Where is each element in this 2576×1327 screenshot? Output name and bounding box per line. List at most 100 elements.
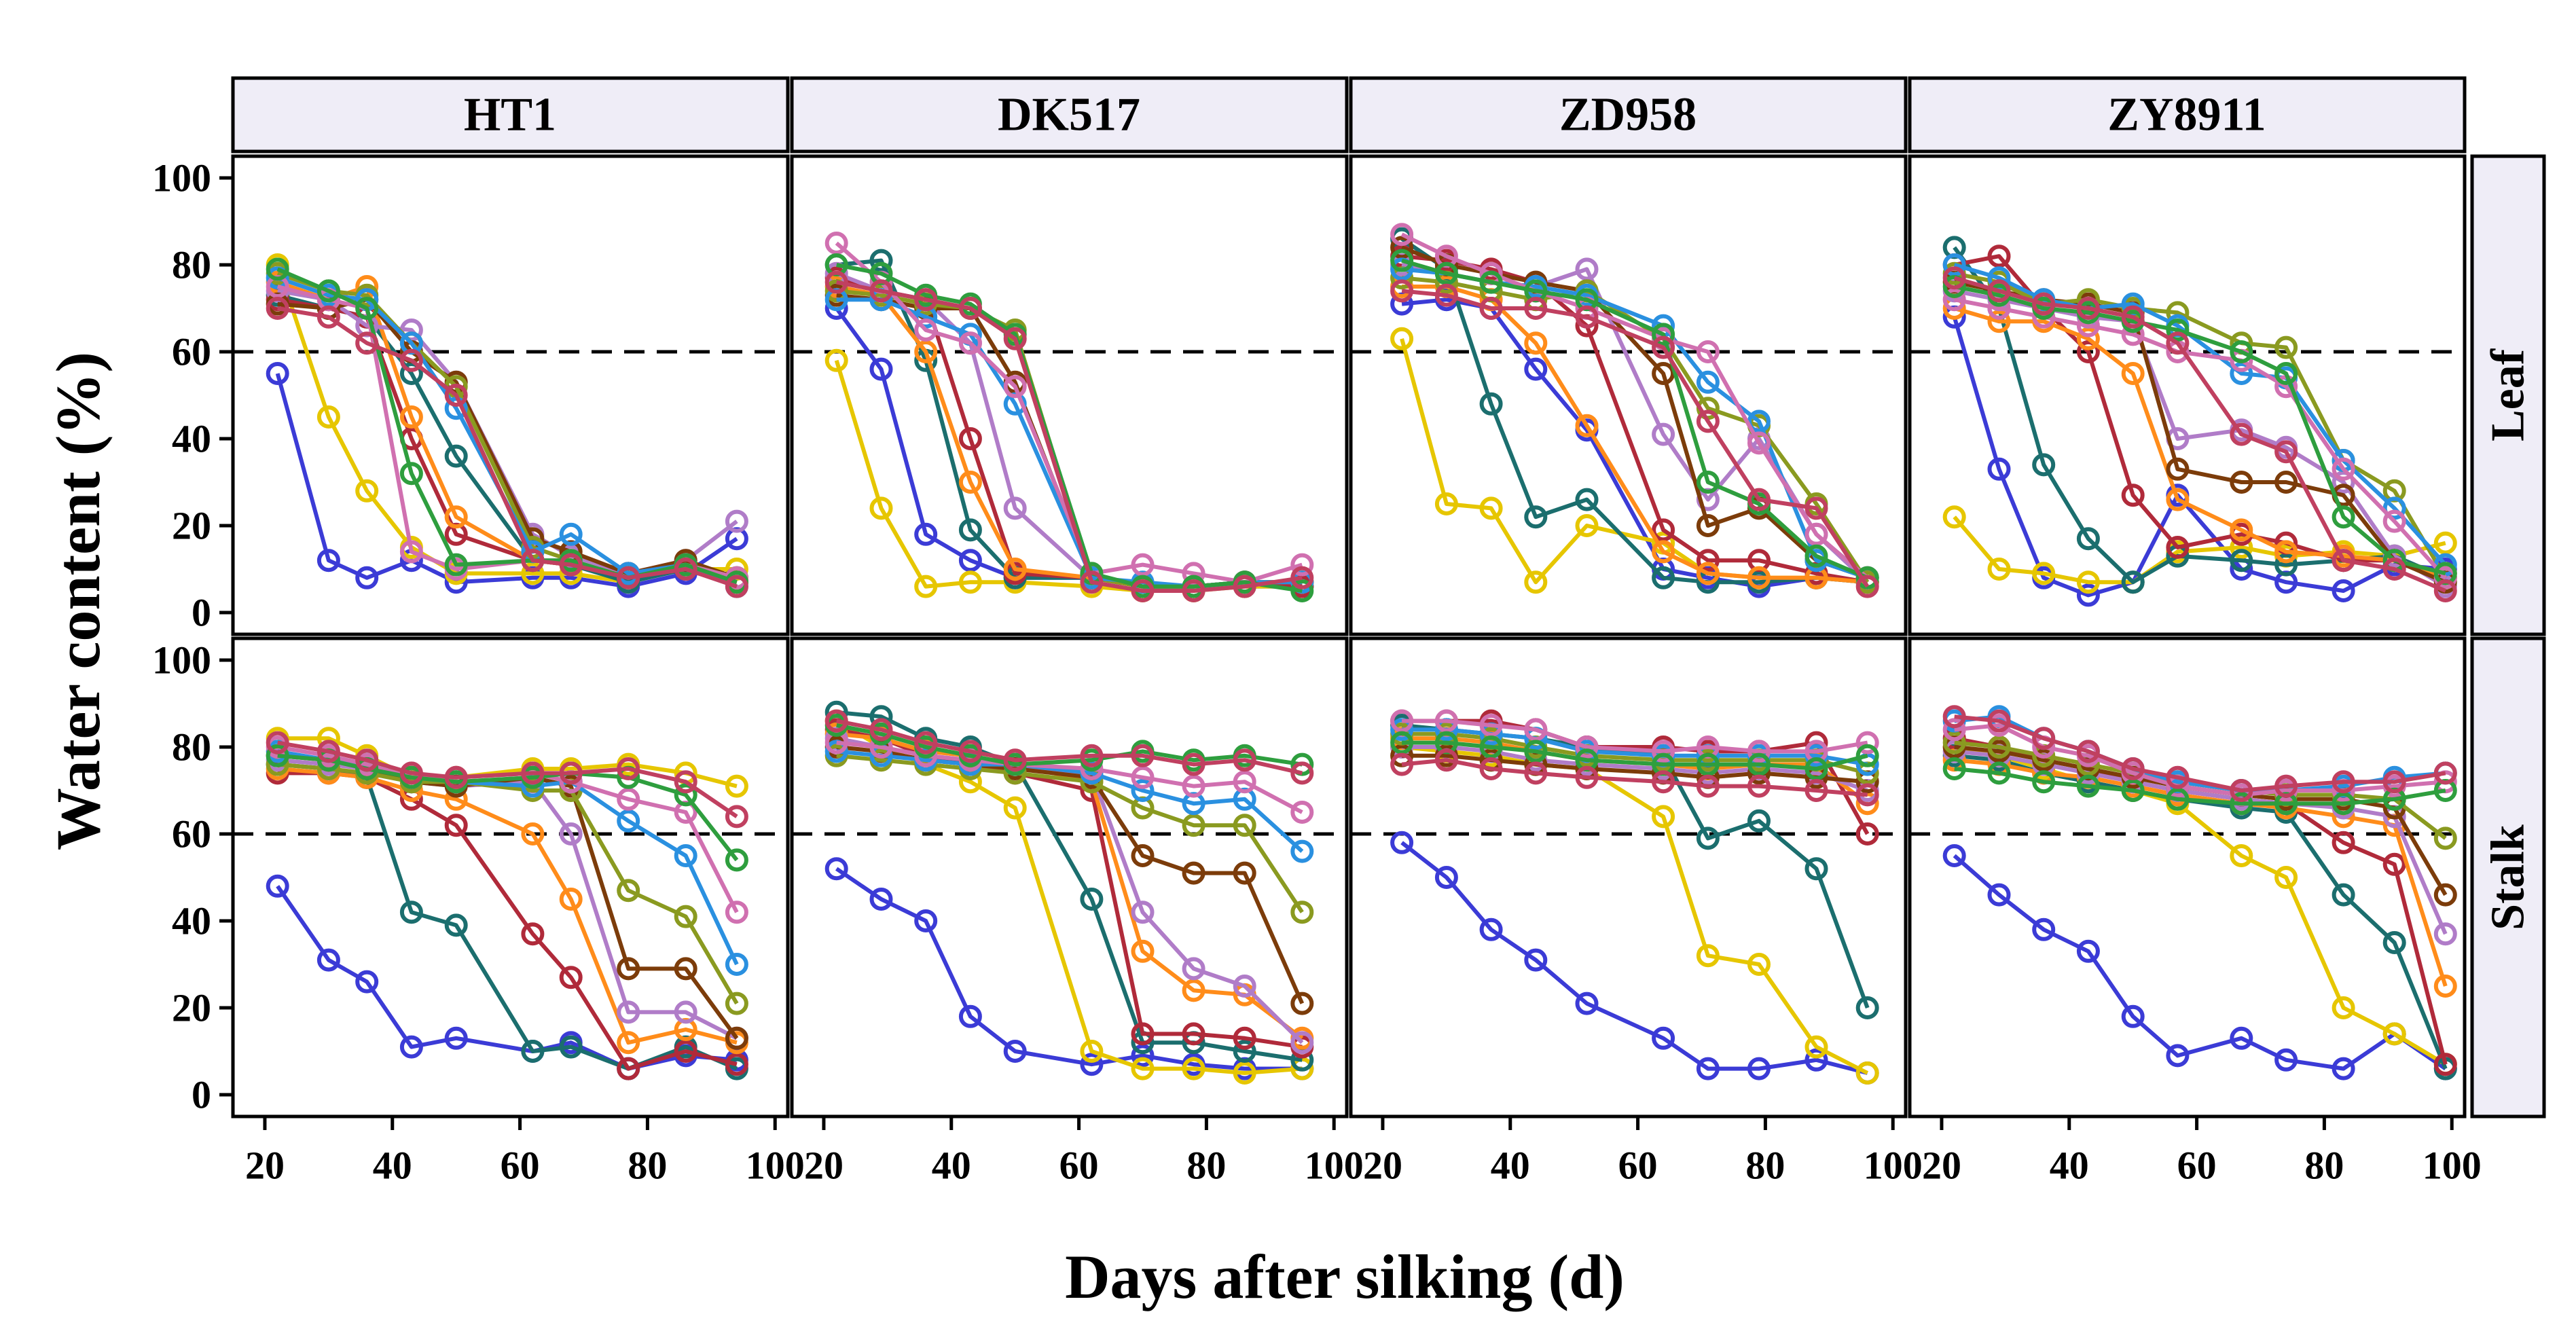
y-axis-title: Water content (%) xyxy=(43,352,113,850)
data-point xyxy=(958,427,982,450)
data-point xyxy=(1390,257,1414,281)
data-point xyxy=(914,909,938,932)
data-point xyxy=(1131,744,1155,767)
data-point xyxy=(1434,261,1458,285)
series-s10 xyxy=(824,731,1314,824)
data-point xyxy=(2382,558,2406,581)
data-point xyxy=(1182,957,1205,981)
x-tick-label: 100 xyxy=(1864,1144,1923,1188)
data-point xyxy=(1131,765,1155,789)
data-point xyxy=(1652,362,1675,385)
data-point xyxy=(1233,861,1256,885)
data-point xyxy=(1131,579,1155,602)
data-point xyxy=(399,362,423,385)
x-tick-label: 20 xyxy=(245,1144,285,1188)
data-point xyxy=(1855,996,1879,1019)
series-line xyxy=(277,762,738,1071)
data-point xyxy=(2166,787,2190,811)
data-point xyxy=(521,761,545,785)
x-tick-label: 20 xyxy=(1363,1144,1402,1188)
data-point xyxy=(1479,917,1503,941)
data-point xyxy=(2121,1004,2145,1028)
data-point xyxy=(725,509,748,533)
data-point xyxy=(1131,779,1155,802)
data-point xyxy=(1804,496,1828,520)
data-point xyxy=(1233,1040,1256,1063)
series-line xyxy=(1402,753,1868,784)
data-point xyxy=(1942,705,1966,729)
x-tick-label: 60 xyxy=(501,1144,540,1188)
x-tick-label: 40 xyxy=(1491,1144,1530,1188)
data-point xyxy=(1942,266,1966,290)
series-line xyxy=(836,280,1303,593)
series-line xyxy=(1401,258,1868,580)
data-point xyxy=(869,888,893,911)
data-point xyxy=(559,761,583,785)
series-line xyxy=(836,727,1303,1049)
data-point xyxy=(2230,471,2253,494)
data-point xyxy=(1003,327,1027,350)
data-point xyxy=(1290,566,1314,589)
data-point xyxy=(266,731,289,755)
series-s10 xyxy=(824,232,1314,594)
data-point xyxy=(444,444,468,468)
series-s12 xyxy=(1942,266,2457,602)
data-point xyxy=(521,1040,545,1063)
data-point xyxy=(266,362,289,385)
data-point xyxy=(1233,1026,1256,1050)
data-point xyxy=(559,822,583,846)
data-point xyxy=(1290,839,1314,863)
data-point xyxy=(399,901,423,924)
data-point xyxy=(914,319,938,342)
data-point xyxy=(2076,583,2100,607)
y-tick-label: 60 xyxy=(172,812,211,856)
data-point xyxy=(725,901,748,924)
series-line xyxy=(836,723,1303,767)
series-line xyxy=(1402,719,1868,754)
series-line xyxy=(836,740,1303,814)
data-point xyxy=(1390,223,1414,247)
data-point xyxy=(1131,844,1155,867)
data-point xyxy=(2121,484,2145,507)
data-point xyxy=(521,822,545,846)
data-point xyxy=(2121,570,2145,594)
data-point xyxy=(1003,375,1027,399)
data-point xyxy=(2076,774,2100,798)
data-point xyxy=(1131,901,1155,924)
panel-dk517-stalk xyxy=(790,636,1349,1119)
data-point xyxy=(2166,457,2190,481)
series-line xyxy=(1953,306,2446,580)
strip-dk517 xyxy=(790,76,1349,153)
series-line xyxy=(836,749,1304,853)
data-point xyxy=(1987,883,2011,907)
series-line xyxy=(1953,263,2448,566)
strip-ht1 xyxy=(231,76,790,153)
data-point xyxy=(1233,748,1256,772)
data-point xyxy=(674,957,697,981)
data-point xyxy=(1131,1022,1155,1046)
data-point xyxy=(1003,558,1027,581)
data-point xyxy=(399,348,423,372)
data-point xyxy=(355,479,379,503)
panel-zd958-leaf xyxy=(1349,154,1908,636)
data-point xyxy=(1942,505,1966,529)
strip-label-stalk: Stalk xyxy=(2482,824,2535,930)
data-point xyxy=(2032,770,2056,794)
x-tick-label: 100 xyxy=(2423,1144,2482,1188)
data-point xyxy=(1987,310,2011,333)
series-s12 xyxy=(266,731,748,829)
column-strips: HT1 DK517 ZD958 ZY8911 xyxy=(231,76,2467,153)
data-point xyxy=(2332,457,2355,481)
y-axis-stalk: 0 20 40 60 80 100 xyxy=(152,638,233,1117)
data-point xyxy=(2382,852,2406,876)
data-point xyxy=(1390,236,1414,259)
data-point xyxy=(1804,779,1828,802)
series-line xyxy=(1402,731,1868,776)
data-point xyxy=(2274,774,2298,798)
y-tick-label: 100 xyxy=(152,638,211,683)
data-point xyxy=(1652,335,1675,359)
data-point xyxy=(1804,857,1828,881)
series-line xyxy=(1954,767,2446,806)
data-point xyxy=(1696,514,1720,537)
